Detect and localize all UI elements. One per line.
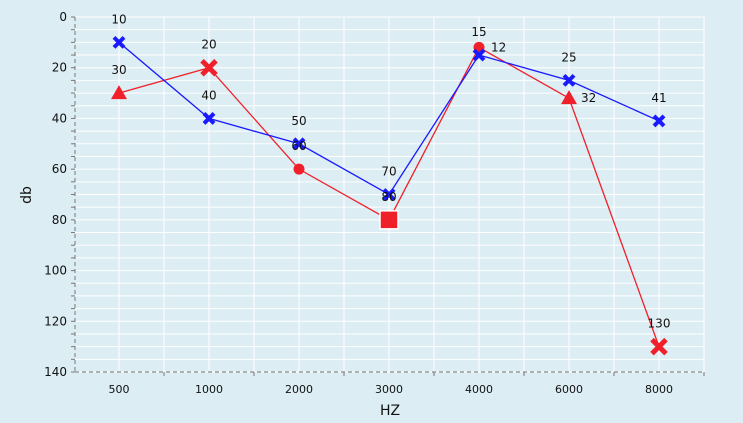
axes: 0 20 40 60 80 100 120 140 500 1000 2000 3000 4000 600… xyxy=(44,10,705,396)
x-tick-label: 4000 xyxy=(465,383,493,396)
red-point xyxy=(650,337,668,356)
y-tick-label: 20 xyxy=(52,61,67,75)
y-tick-label: 80 xyxy=(52,213,67,227)
x-tick-label: 3000 xyxy=(375,383,403,396)
red-data-label: 130 xyxy=(648,317,671,331)
red-point xyxy=(379,210,399,230)
blue-point xyxy=(292,137,306,151)
red-data-label: 12 xyxy=(491,40,506,54)
red-data-label: 30 xyxy=(111,63,126,77)
x-tick-label: 1000 xyxy=(195,383,223,396)
blue-point xyxy=(472,48,486,62)
y-tick-label: 140 xyxy=(44,365,67,379)
y-tick-label: 60 xyxy=(52,162,67,176)
blue-point xyxy=(202,112,216,125)
red-data-label: 32 xyxy=(581,91,596,105)
x-axis-label: HZ xyxy=(380,403,400,419)
x-tick-label: 8000 xyxy=(645,383,673,396)
x-tick-label: 500 xyxy=(109,383,130,396)
red-point xyxy=(293,163,305,175)
blue-point xyxy=(652,114,666,128)
grid xyxy=(75,16,705,373)
y-tick-label: 100 xyxy=(44,264,67,278)
x-tick-label: 6000 xyxy=(555,383,583,396)
blue-point xyxy=(382,188,396,201)
blue-data-label: 25 xyxy=(561,50,576,64)
red-point xyxy=(111,85,127,100)
blue-data-label: 15 xyxy=(471,25,486,39)
red-point xyxy=(200,58,218,77)
blue-data-label: 41 xyxy=(651,91,666,105)
red-data-label: 60 xyxy=(291,139,306,153)
blue-data-label: 10 xyxy=(111,12,126,26)
series xyxy=(111,35,668,356)
red-data-label: 20 xyxy=(201,38,216,52)
blue-point xyxy=(562,73,576,87)
blue-data-label: 50 xyxy=(291,114,306,128)
red-point xyxy=(561,90,577,105)
x-tick-label: 2000 xyxy=(285,383,313,396)
data-labels: 10 40 50 70 15 25 41 30 20 60 80 12 32 130 xyxy=(111,12,670,330)
y-tick-label: 0 xyxy=(59,10,67,24)
y-tick-label: 120 xyxy=(44,314,67,328)
blue-data-label: 40 xyxy=(201,88,216,102)
blue-data-label: 70 xyxy=(381,165,396,179)
y-tick-label: 40 xyxy=(52,111,67,125)
y-axis-label: db xyxy=(19,186,35,204)
blue-point xyxy=(112,35,126,49)
red-data-label: 80 xyxy=(381,190,396,204)
